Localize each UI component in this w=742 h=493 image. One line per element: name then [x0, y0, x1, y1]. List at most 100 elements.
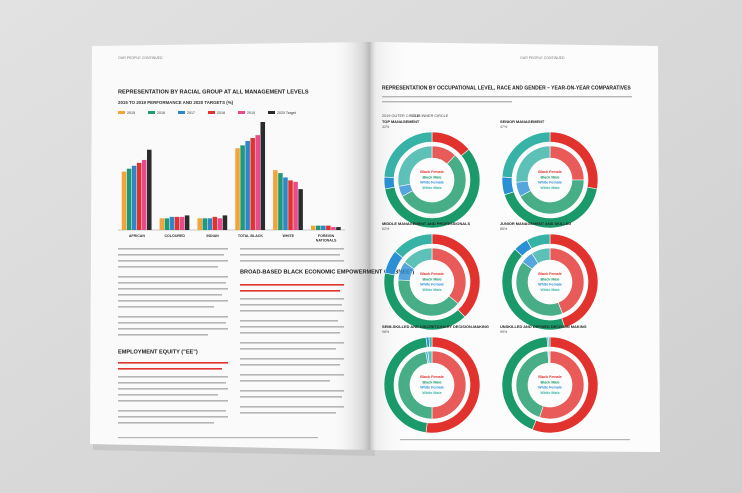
- donut-legend: White Female: [538, 283, 562, 287]
- donut-legend: White Male: [422, 391, 441, 395]
- donut-segment: [427, 350, 433, 364]
- bar: [217, 218, 223, 230]
- donut-legend: White Male: [422, 288, 441, 292]
- legend-swatch: [238, 111, 245, 114]
- donut-segment: [394, 233, 433, 259]
- bar: [147, 149, 152, 230]
- category-label: FOREIGN NATIONALS: [316, 234, 337, 243]
- bar: [126, 168, 132, 230]
- legend-label: 2020 Target: [277, 111, 296, 115]
- bar: [255, 135, 261, 230]
- donut-legend: White Male: [540, 288, 559, 292]
- bar: [298, 189, 303, 230]
- donut-segment: [401, 154, 467, 215]
- bar: [331, 227, 336, 230]
- donut-title: MIDDLE MANAGEMENT AND PROFESSIONALS: [382, 221, 470, 226]
- bar: [174, 216, 180, 230]
- bar: [235, 148, 240, 230]
- donut-legend: Black Female: [420, 170, 444, 174]
- donut-segment: [531, 247, 551, 264]
- bar: [293, 181, 298, 230]
- donut-legend: Black Male: [422, 277, 441, 281]
- donut-title: JUNIOR MANAGEMENT AND SKILLED: [500, 221, 571, 226]
- bar: [240, 145, 245, 230]
- donut-legend: Black Male: [540, 175, 559, 179]
- donut-segment: [428, 336, 433, 348]
- category-label: INDIAN: [206, 234, 219, 238]
- page-title: REPRESENTATION BY OCCUPATIONAL LEVEL, RA…: [382, 85, 631, 91]
- body-text: [118, 96, 632, 441]
- donut-legend: Black Female: [538, 170, 562, 174]
- donut-legend: Black Male: [540, 277, 559, 281]
- bar: [184, 215, 190, 230]
- fold-shadow: [330, 42, 370, 450]
- donut-segment: [397, 145, 433, 187]
- donut-legend: Black Female: [538, 375, 562, 379]
- bar: [136, 162, 142, 230]
- donut-segment: [539, 350, 585, 420]
- ring-note: 2019 OUTER CIRCLE: [382, 114, 420, 118]
- bar: [245, 140, 250, 230]
- donut-segment: [383, 131, 433, 178]
- bar: [202, 218, 208, 230]
- category-label: AFRICAN: [129, 234, 146, 238]
- bar: [159, 218, 165, 230]
- donut-segment: [548, 336, 551, 348]
- section-heading: EMPLOYMENT EQUITY ("EE"): [118, 349, 198, 355]
- bar: [169, 216, 175, 230]
- legend-label: 2019: [247, 111, 255, 115]
- bar: [164, 218, 170, 230]
- legend-label: 2015: [127, 111, 135, 115]
- category-label: TOTAL BLACK: [238, 234, 264, 238]
- donut-subtitle: 99%: [500, 330, 508, 334]
- donut-title: SEMI-SKILLED AND DISCRETIONARY DECISION-…: [382, 324, 489, 329]
- bar: [131, 165, 137, 230]
- category-label: WHITE: [282, 234, 294, 238]
- legend-swatch: [118, 111, 125, 114]
- donut-subtitle: 47%: [500, 125, 508, 129]
- donut-legend: White Male: [540, 186, 559, 190]
- donut-segment: [383, 176, 396, 190]
- donut-legend: White Male: [540, 391, 559, 395]
- donut-segment: [526, 233, 551, 250]
- donut-title: SENIOR MANAGEMENT: [500, 119, 545, 124]
- donut-legend: White Female: [538, 386, 562, 390]
- donut-title: TOP MANAGEMENT: [382, 119, 420, 124]
- donut-legend: White Female: [420, 181, 444, 185]
- bar: [260, 122, 266, 230]
- donut-legend: White Female: [538, 181, 562, 185]
- donut-legend: Black Male: [540, 380, 559, 384]
- legend-label: 2018: [217, 111, 225, 115]
- bar: [212, 216, 218, 230]
- bar: [321, 225, 326, 230]
- bar: [250, 138, 255, 230]
- donut-legend: White Female: [420, 283, 444, 287]
- donut-legend: Black Female: [420, 375, 444, 379]
- donut-legend: Black Female: [420, 272, 444, 276]
- donut-title: UNSKILLED AND DEFINED DECISION MAKING: [500, 324, 587, 329]
- donut-segment: [404, 247, 433, 270]
- legend-label: 2016: [157, 111, 165, 115]
- donut-legend: Black Female: [538, 272, 562, 276]
- bar: [288, 180, 293, 230]
- legend-swatch: [208, 111, 215, 114]
- donut-legend: White Female: [420, 386, 444, 390]
- donut-legend: Black Male: [422, 175, 441, 179]
- legend-swatch: [178, 111, 185, 114]
- donut-segment: [501, 176, 515, 196]
- right-page: [370, 42, 660, 452]
- bar: [179, 216, 185, 230]
- bar: [207, 218, 213, 230]
- donut-subtitle: 98%: [382, 330, 390, 334]
- legend-swatch: [268, 111, 275, 114]
- donut-segment: [501, 131, 551, 178]
- bar: [283, 177, 288, 230]
- bar: [310, 225, 316, 230]
- donut-subtitle: 62%: [382, 227, 390, 231]
- chart-title: REPRESENTATION BY RACIAL GROUP AT ALL MA…: [118, 89, 309, 95]
- bar: [273, 170, 278, 230]
- chart-subtitle: 2015 TO 2019 PERFORMANCE AND 2020 TARGET…: [118, 100, 234, 105]
- donut-segment: [515, 145, 551, 183]
